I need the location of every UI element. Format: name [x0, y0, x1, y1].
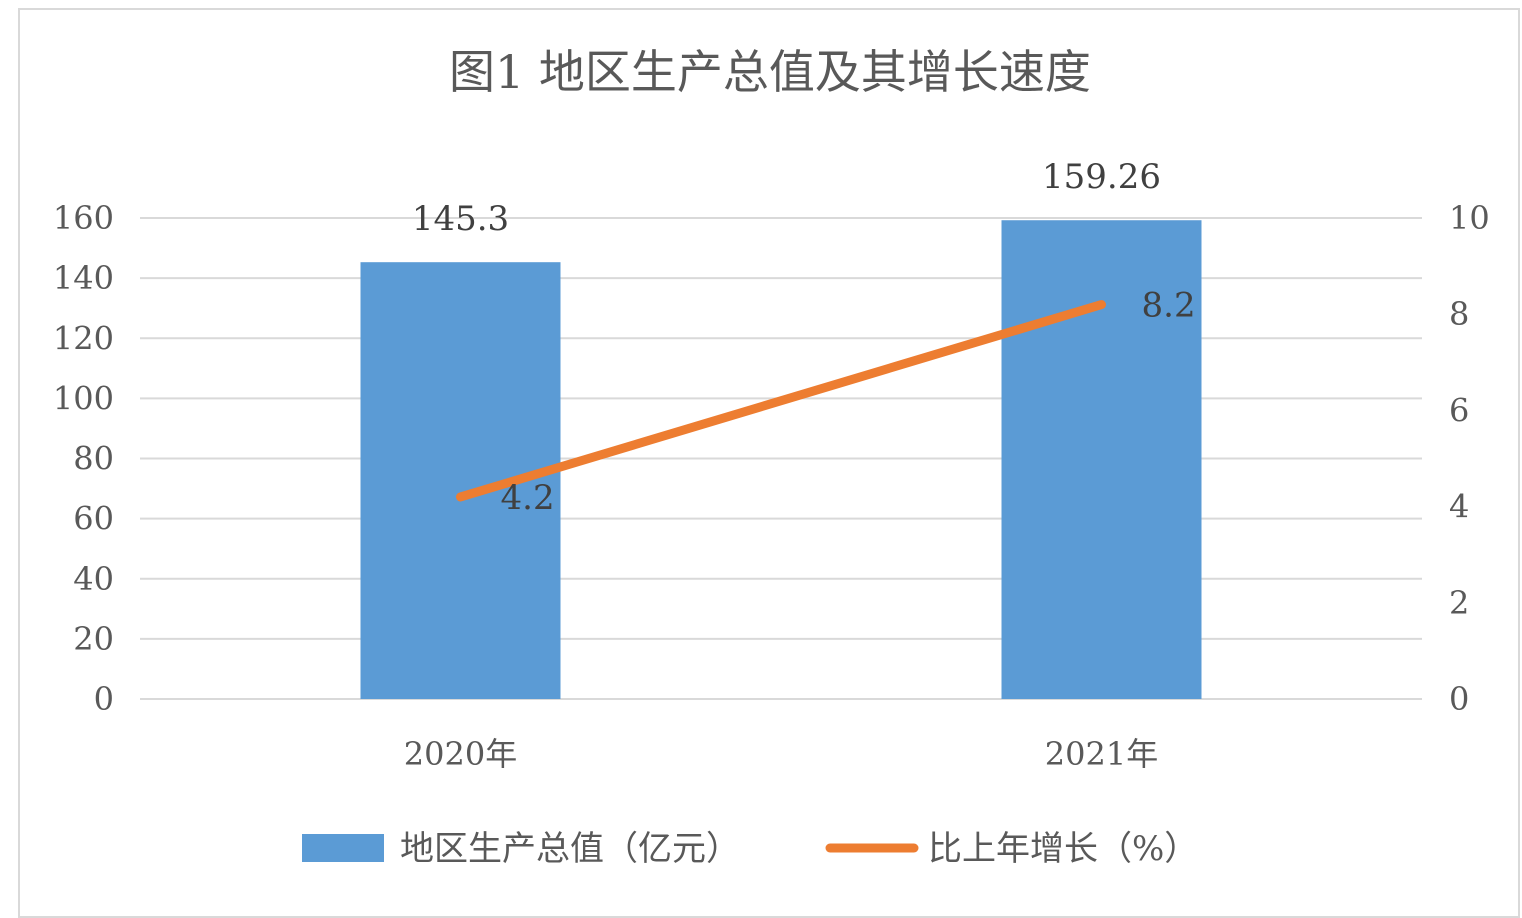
chart-title: 图1 地区生产总值及其增长速度 — [449, 45, 1091, 99]
y-left-tick-3: 60 — [73, 500, 114, 538]
y-right-tick-0: 0 — [1449, 680, 1469, 718]
y-right-tick-5: 10 — [1449, 199, 1490, 237]
bar-1 — [1001, 220, 1202, 700]
y-left-tick-6: 120 — [53, 319, 114, 357]
line-label-0: 4.2 — [501, 478, 555, 518]
bar-series — [360, 220, 1202, 700]
x-tick-0: 2020年 — [404, 735, 517, 773]
x-tick-1: 2021年 — [1045, 735, 1158, 773]
line-series — [456, 300, 1106, 502]
line-label-1: 8.2 — [1142, 286, 1196, 326]
legend-swatch-bar — [302, 834, 384, 862]
chart-frame — [18, 8, 1520, 918]
legend: 地区生产总值（亿元） 比上年增长（%） — [302, 829, 1198, 869]
y-left-tick-7: 140 — [53, 259, 114, 297]
y-left-tick-1: 20 — [73, 620, 114, 658]
legend-label-line: 比上年增长（%） — [928, 829, 1198, 869]
y-right-tick-2: 4 — [1449, 488, 1469, 526]
legend-label-bar: 地区生产总值（亿元） — [400, 829, 740, 869]
y-left-tick-5: 100 — [53, 379, 114, 417]
data-labels: 145.3 159.26 4.2 8.2 — [412, 157, 1196, 518]
axes: 0 20 40 60 80 100 120 140 160 0 2 4 6 8 10 2020年 2021年 — [53, 199, 1490, 773]
line-path — [456, 300, 1106, 502]
y-right-tick-4: 8 — [1449, 295, 1469, 333]
gridlines — [140, 217, 1422, 700]
bar-label-1: 159.26 — [1042, 157, 1161, 197]
y-left-tick-8: 160 — [53, 199, 114, 237]
y-left-tick-0: 0 — [94, 680, 114, 718]
bar-label-0: 145.3 — [412, 199, 509, 239]
y-left-tick-4: 80 — [73, 440, 114, 478]
y-right-tick-3: 6 — [1449, 391, 1469, 429]
y-left-tick-2: 40 — [73, 560, 114, 598]
y-right-tick-1: 2 — [1449, 584, 1469, 622]
